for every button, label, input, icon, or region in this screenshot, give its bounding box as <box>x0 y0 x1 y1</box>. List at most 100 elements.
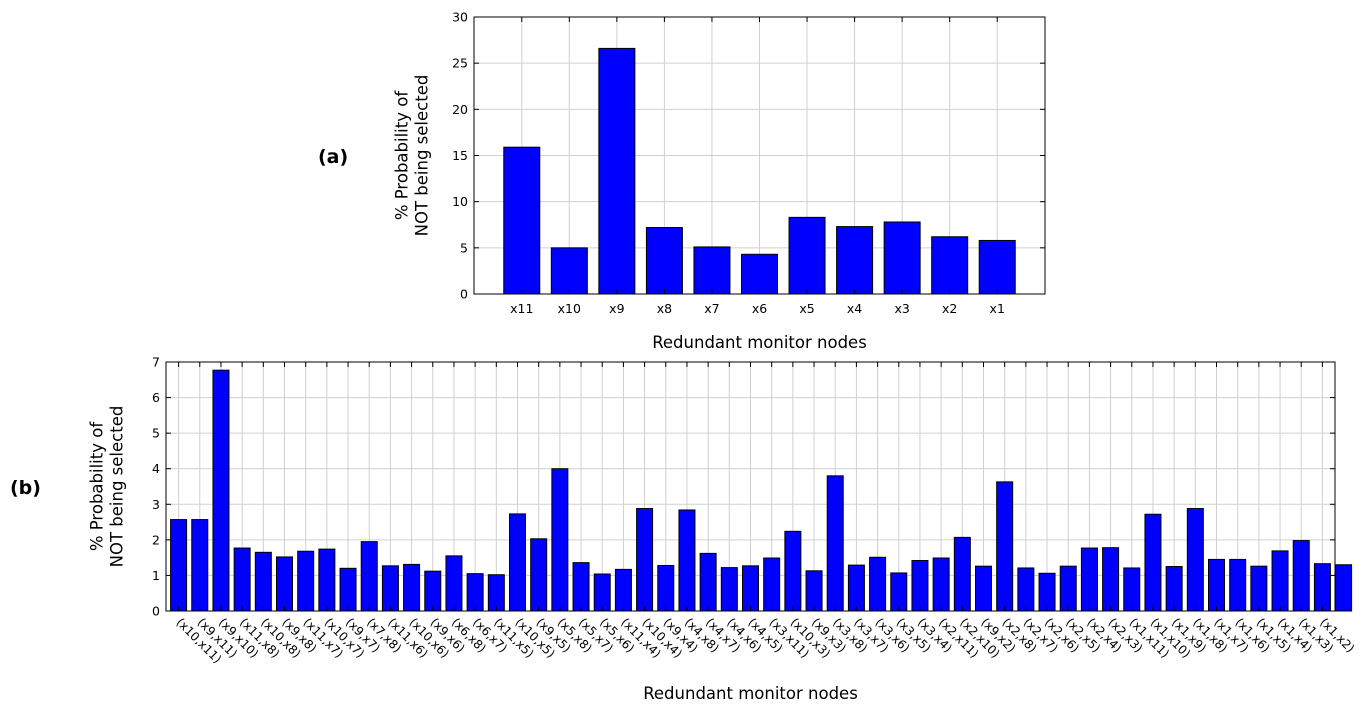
bar-(x11,x8) <box>233 547 251 612</box>
bar-(x3,x11) <box>763 557 781 612</box>
bar-(x5,x7) <box>572 562 590 612</box>
y-tick-label: 5 <box>152 426 160 441</box>
x-tick-label: x9 <box>609 301 624 316</box>
bar-(x1,x10) <box>1144 513 1162 612</box>
bar-x2 <box>931 236 969 295</box>
bar-(x1,x11) <box>1123 567 1141 612</box>
bar-(x10,x11) <box>170 519 188 612</box>
y-tick-label: 7 <box>152 355 160 370</box>
y-axis-label: % Probability ofNOT being selected <box>393 75 432 237</box>
bar-(x2,x3) <box>1102 547 1120 612</box>
bar-x6 <box>741 253 778 295</box>
y-axis-label-line: % Probability of <box>88 421 107 551</box>
bar-x3 <box>883 221 921 295</box>
y-tick-label: 2 <box>152 532 160 547</box>
bar-(x2,x5) <box>1059 565 1077 612</box>
bar-(x4,x6) <box>720 567 738 612</box>
bar-x1 <box>978 239 1016 295</box>
x-tick-label: x3 <box>894 301 909 316</box>
x-tick-label: x4 <box>847 301 862 316</box>
bar-x7 <box>693 246 731 295</box>
y-tick-label: 10 <box>452 194 468 209</box>
y-axis-label: % Probability ofNOT being selected <box>88 406 127 568</box>
bar-x4 <box>836 226 874 295</box>
bar-(x9,x5) <box>530 538 548 612</box>
bar-(x1,x7) <box>1208 558 1225 612</box>
bar-(x2,x11) <box>932 557 950 612</box>
bar-(x10,x8) <box>254 551 272 612</box>
bar-(x5,x8) <box>551 468 569 612</box>
y-tick-label: 1 <box>152 568 160 583</box>
bar-(x11,x6) <box>381 565 399 612</box>
bar-(x9,x2) <box>975 565 992 612</box>
bar-(x4,x5) <box>742 565 759 612</box>
x-tick-label: x6 <box>752 301 767 316</box>
panel-b-chart: (b) 01234567(x10,x11)(x9,x11)(x9,x10)(x1… <box>10 355 1357 704</box>
y-tick-label: 0 <box>460 287 468 302</box>
bar-(x11,x7) <box>297 550 315 612</box>
bar-(x9,x6) <box>424 570 442 612</box>
y-tick-label: 20 <box>452 102 468 117</box>
x-axis-label: Redundant monitor nodes <box>652 333 867 352</box>
bar-(x10,x7) <box>318 548 336 612</box>
bar-(x2,x10) <box>953 536 971 612</box>
bar-(x10,x3) <box>784 530 802 612</box>
bar-(x7,x8) <box>360 541 378 612</box>
bar-(x10,x5) <box>509 513 526 612</box>
x-tick-label: x1 <box>990 301 1005 316</box>
bar-(x2,x7) <box>1017 567 1035 612</box>
bar-x10 <box>550 247 588 295</box>
x-tick-label: x7 <box>704 301 719 316</box>
bar-(x10,x4) <box>636 508 654 612</box>
bar-(x2,x8) <box>996 481 1014 612</box>
bar-(x2,x4) <box>1080 547 1098 612</box>
bar-(x3,x7) <box>847 564 865 612</box>
y-tick-label: 4 <box>152 461 160 476</box>
bar-undefined <box>1335 564 1353 612</box>
y-axis-label-line: NOT being selected <box>412 75 431 237</box>
bar-(x6,x7) <box>466 573 484 612</box>
bar-(x6,x8) <box>445 555 463 612</box>
bar-(x4,x8) <box>678 509 696 612</box>
bar-(x9,x3) <box>805 570 823 612</box>
x-tick-label: x2 <box>942 301 957 316</box>
panel-b-tag: (b) <box>10 477 41 499</box>
bar-(x1,x9) <box>1165 566 1183 612</box>
bar-x11 <box>503 146 541 295</box>
x-tick-label: x8 <box>657 301 672 316</box>
y-tick-label: 6 <box>152 390 160 405</box>
bar-x9 <box>598 47 636 295</box>
bar-(x1,x3) <box>1292 540 1310 612</box>
bar-(x9,x11) <box>191 519 209 612</box>
x-tick-label: x5 <box>799 301 814 316</box>
y-tick-label: 3 <box>152 497 160 512</box>
bar-(x3,x5) <box>890 572 908 612</box>
x-tick-label: x11 <box>510 301 533 316</box>
bar-(x1,x4) <box>1271 550 1289 612</box>
bar-(x9,x4) <box>657 564 675 612</box>
panel-a-chart: (a) 0 5 10 15 20 25 30 x11 x10 x9 x8 x7 x6 x5 x4 x3 x2 x1… <box>318 10 1046 352</box>
bar-(x2,x6) <box>1038 572 1056 612</box>
bar-(x3,x8) <box>826 475 844 612</box>
y-tick-label: 0 <box>152 604 160 619</box>
bar-(x10,x6) <box>403 563 421 612</box>
bar-(x3,x6) <box>869 556 887 612</box>
y-tick-label: 5 <box>460 240 468 255</box>
bar-x8 <box>645 227 683 295</box>
bar-(x9,x10) <box>212 369 230 612</box>
x-axis-label: Redundant monitor nodes <box>643 684 858 703</box>
bar-(x11,x5) <box>487 574 505 612</box>
bar-(x1,x8) <box>1186 508 1204 612</box>
bar-(x1,x6) <box>1229 558 1247 612</box>
y-tick-label: 30 <box>452 10 468 25</box>
bar-x5 <box>788 216 826 295</box>
y-tick-label: 15 <box>452 148 468 163</box>
bar-(x9,x7) <box>339 567 357 612</box>
bar-(x3,x4) <box>911 559 929 612</box>
x-tick-label: x10 <box>558 301 581 316</box>
bar-(x1,x2) <box>1313 563 1331 612</box>
bar-(x9,x8) <box>276 556 293 612</box>
y-axis-label-line: % Probability of <box>393 90 412 220</box>
bar-(x11,x4) <box>614 568 632 612</box>
y-axis-label-line: NOT being selected <box>107 406 126 568</box>
